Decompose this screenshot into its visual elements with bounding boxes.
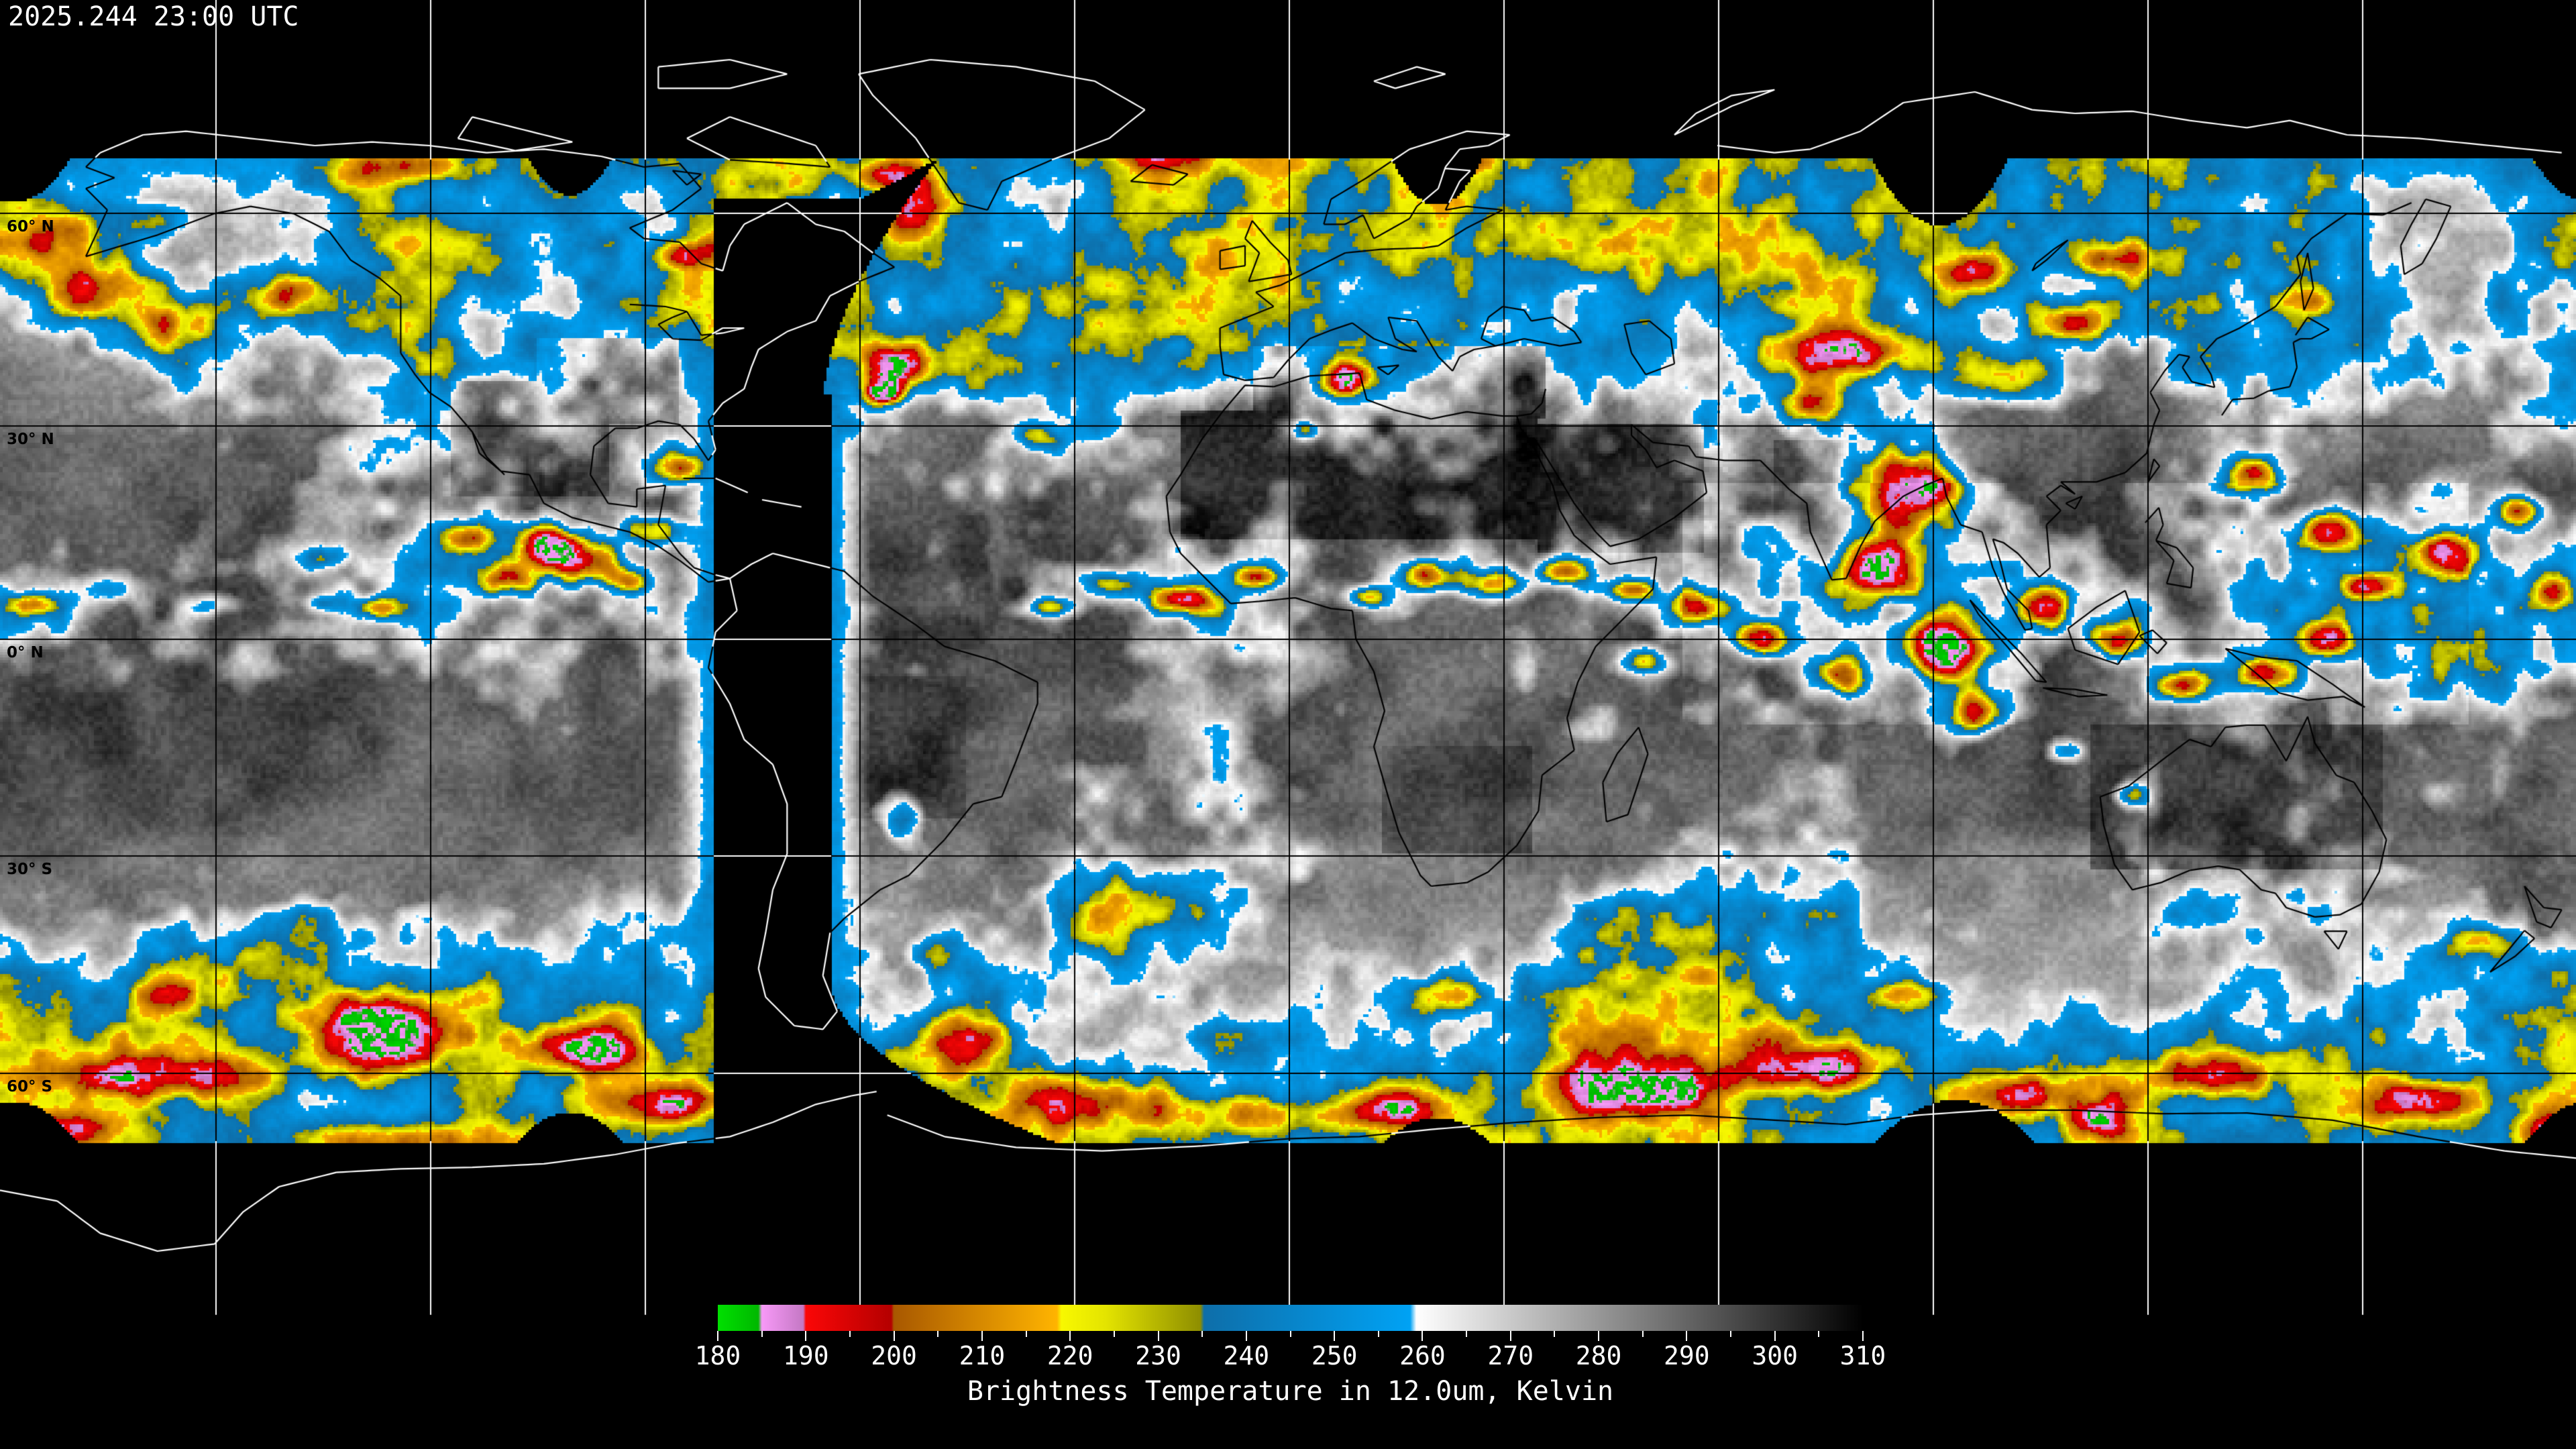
colorbar-tick — [1201, 1331, 1203, 1337]
colorbar-tick — [805, 1331, 807, 1341]
latitude-label: 60° S — [7, 1078, 53, 1095]
colorbar-tick — [1334, 1331, 1336, 1341]
colorbar-tick — [1025, 1331, 1027, 1337]
colorbar-tick-label: 270 — [1487, 1341, 1534, 1371]
colorbar-tick — [1245, 1331, 1247, 1341]
timestamp: 2025.244 23:00 UTC — [8, 1, 299, 32]
colorbar-tick — [1862, 1331, 1864, 1341]
latitude-label: 60° N — [7, 218, 54, 235]
colorbar-tick-label: 280 — [1575, 1341, 1622, 1371]
colorbar-tick — [1642, 1331, 1644, 1337]
colorbar-caption: Brightness Temperature in 12.0um, Kelvin — [967, 1376, 1614, 1407]
colorbar-tick — [1157, 1331, 1159, 1341]
colorbar-tick — [1377, 1331, 1379, 1337]
colorbar-tick-label: 200 — [871, 1341, 917, 1371]
colorbar-tick — [1818, 1331, 1820, 1337]
colorbar-tick — [761, 1331, 763, 1337]
latitude-label: 0° N — [7, 644, 44, 661]
colorbar-tick — [1598, 1331, 1600, 1341]
colorbar-tick — [849, 1331, 851, 1337]
colorbar-tick-label: 210 — [959, 1341, 1006, 1371]
colorbar-tick-label: 230 — [1135, 1341, 1181, 1371]
colorbar-tick-label: 240 — [1223, 1341, 1270, 1371]
colorbar-tick — [1509, 1331, 1511, 1341]
colorbar-tick — [893, 1331, 895, 1341]
colorbar-gradient — [718, 1305, 1863, 1331]
colorbar-tick — [1554, 1331, 1556, 1337]
colorbar-tick-label: 250 — [1311, 1341, 1358, 1371]
latitude-label: 30° N — [7, 431, 54, 448]
colorbar-tick — [937, 1331, 939, 1337]
colorbar-tick — [1730, 1331, 1732, 1337]
colorbar-tick — [1113, 1331, 1115, 1337]
colorbar-tick — [1069, 1331, 1071, 1341]
colorbar-tick-label: 190 — [782, 1341, 829, 1371]
colorbar: 180 190 200 210 220 230 240 250 260 270 280 290 300 3… — [695, 1305, 1886, 1449]
colorbar-tick-label: 300 — [1752, 1341, 1799, 1371]
colorbar-tick-label: 310 — [1839, 1341, 1886, 1371]
colorbar-tick — [981, 1331, 983, 1341]
latitude-label: 30° S — [7, 861, 53, 878]
colorbar-tick — [1774, 1331, 1776, 1341]
colorbar-tick — [1466, 1331, 1468, 1337]
colorbar-tick — [717, 1331, 718, 1341]
colorbar-tick — [1421, 1331, 1424, 1341]
colorbar-tick-label: 180 — [694, 1341, 741, 1371]
colorbar-tick-label: 290 — [1664, 1341, 1710, 1371]
colorbar-tick-label: 260 — [1399, 1341, 1446, 1371]
colorbar-tick-label: 220 — [1046, 1341, 1093, 1371]
colorbar-tick — [1289, 1331, 1291, 1337]
colorbar-tick — [1686, 1331, 1688, 1341]
